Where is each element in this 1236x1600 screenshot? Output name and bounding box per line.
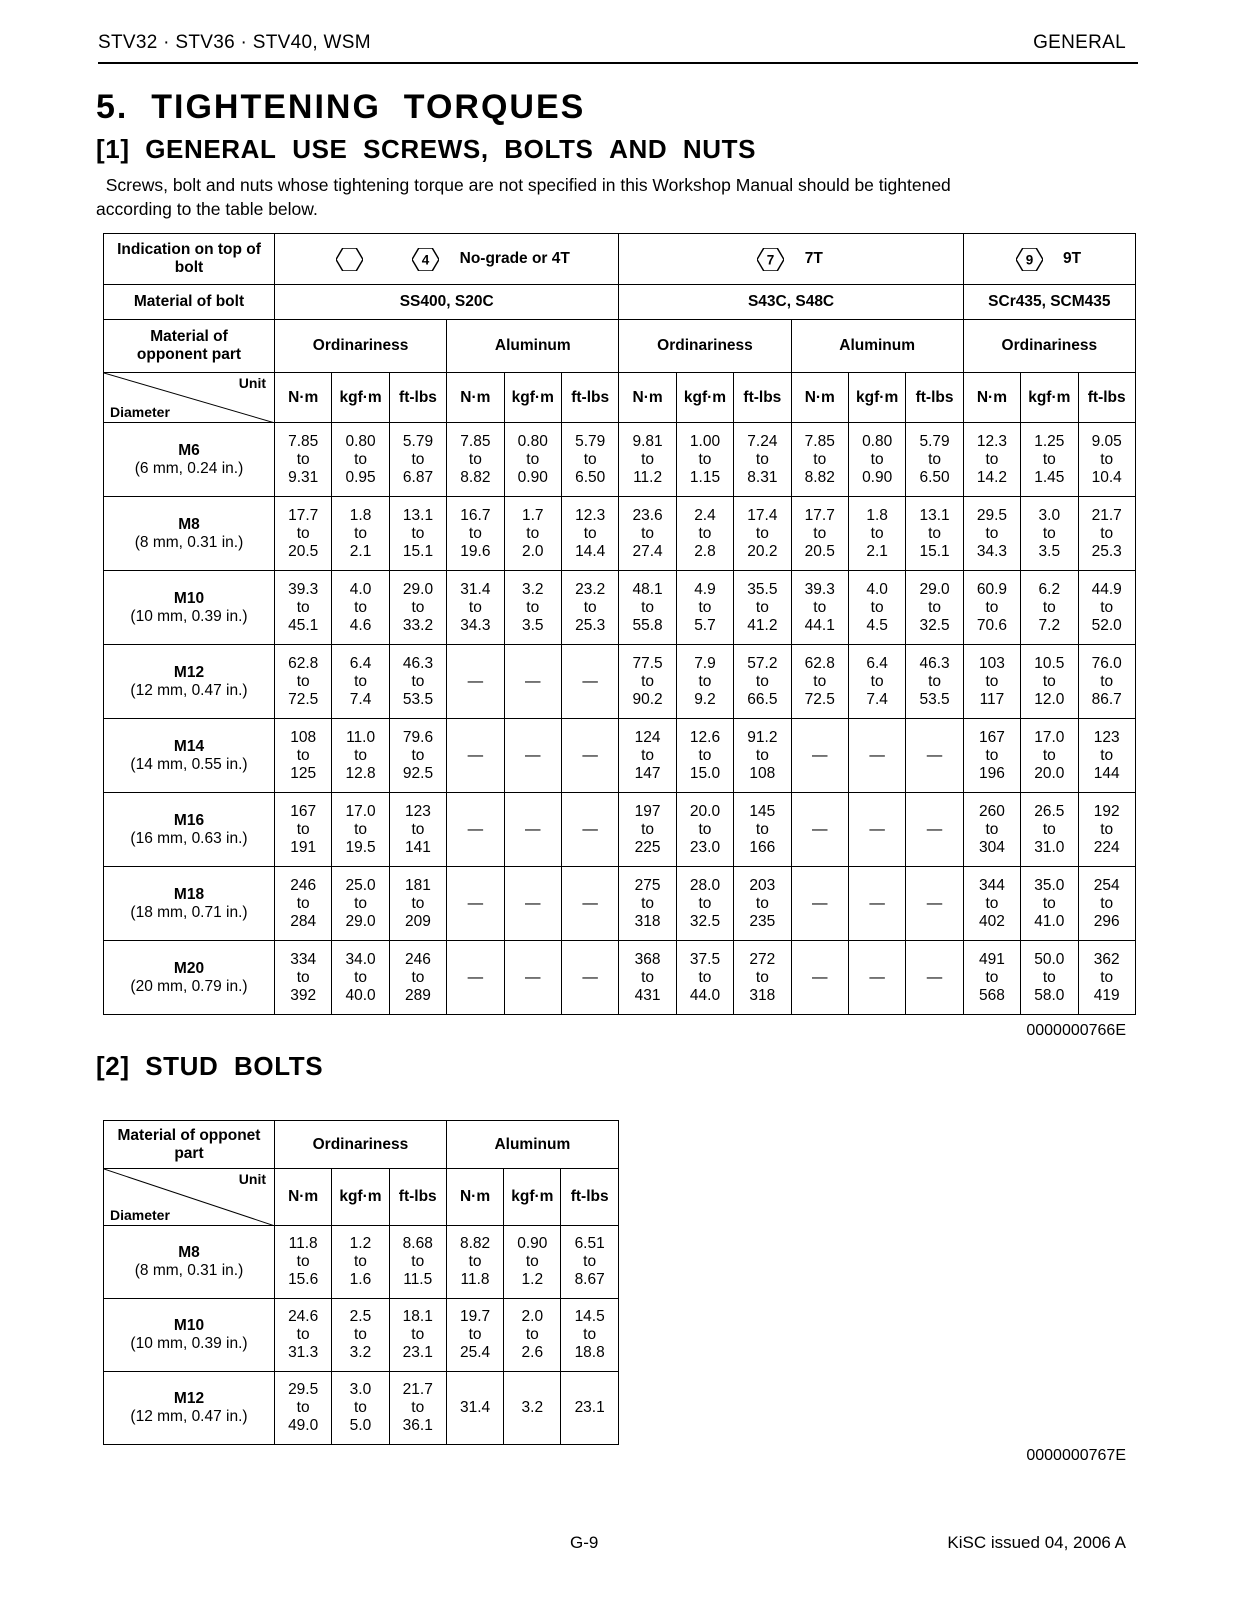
svg-text:4: 4 [422, 252, 430, 267]
svg-text:9: 9 [1025, 252, 1033, 267]
svg-text:7: 7 [767, 252, 775, 267]
